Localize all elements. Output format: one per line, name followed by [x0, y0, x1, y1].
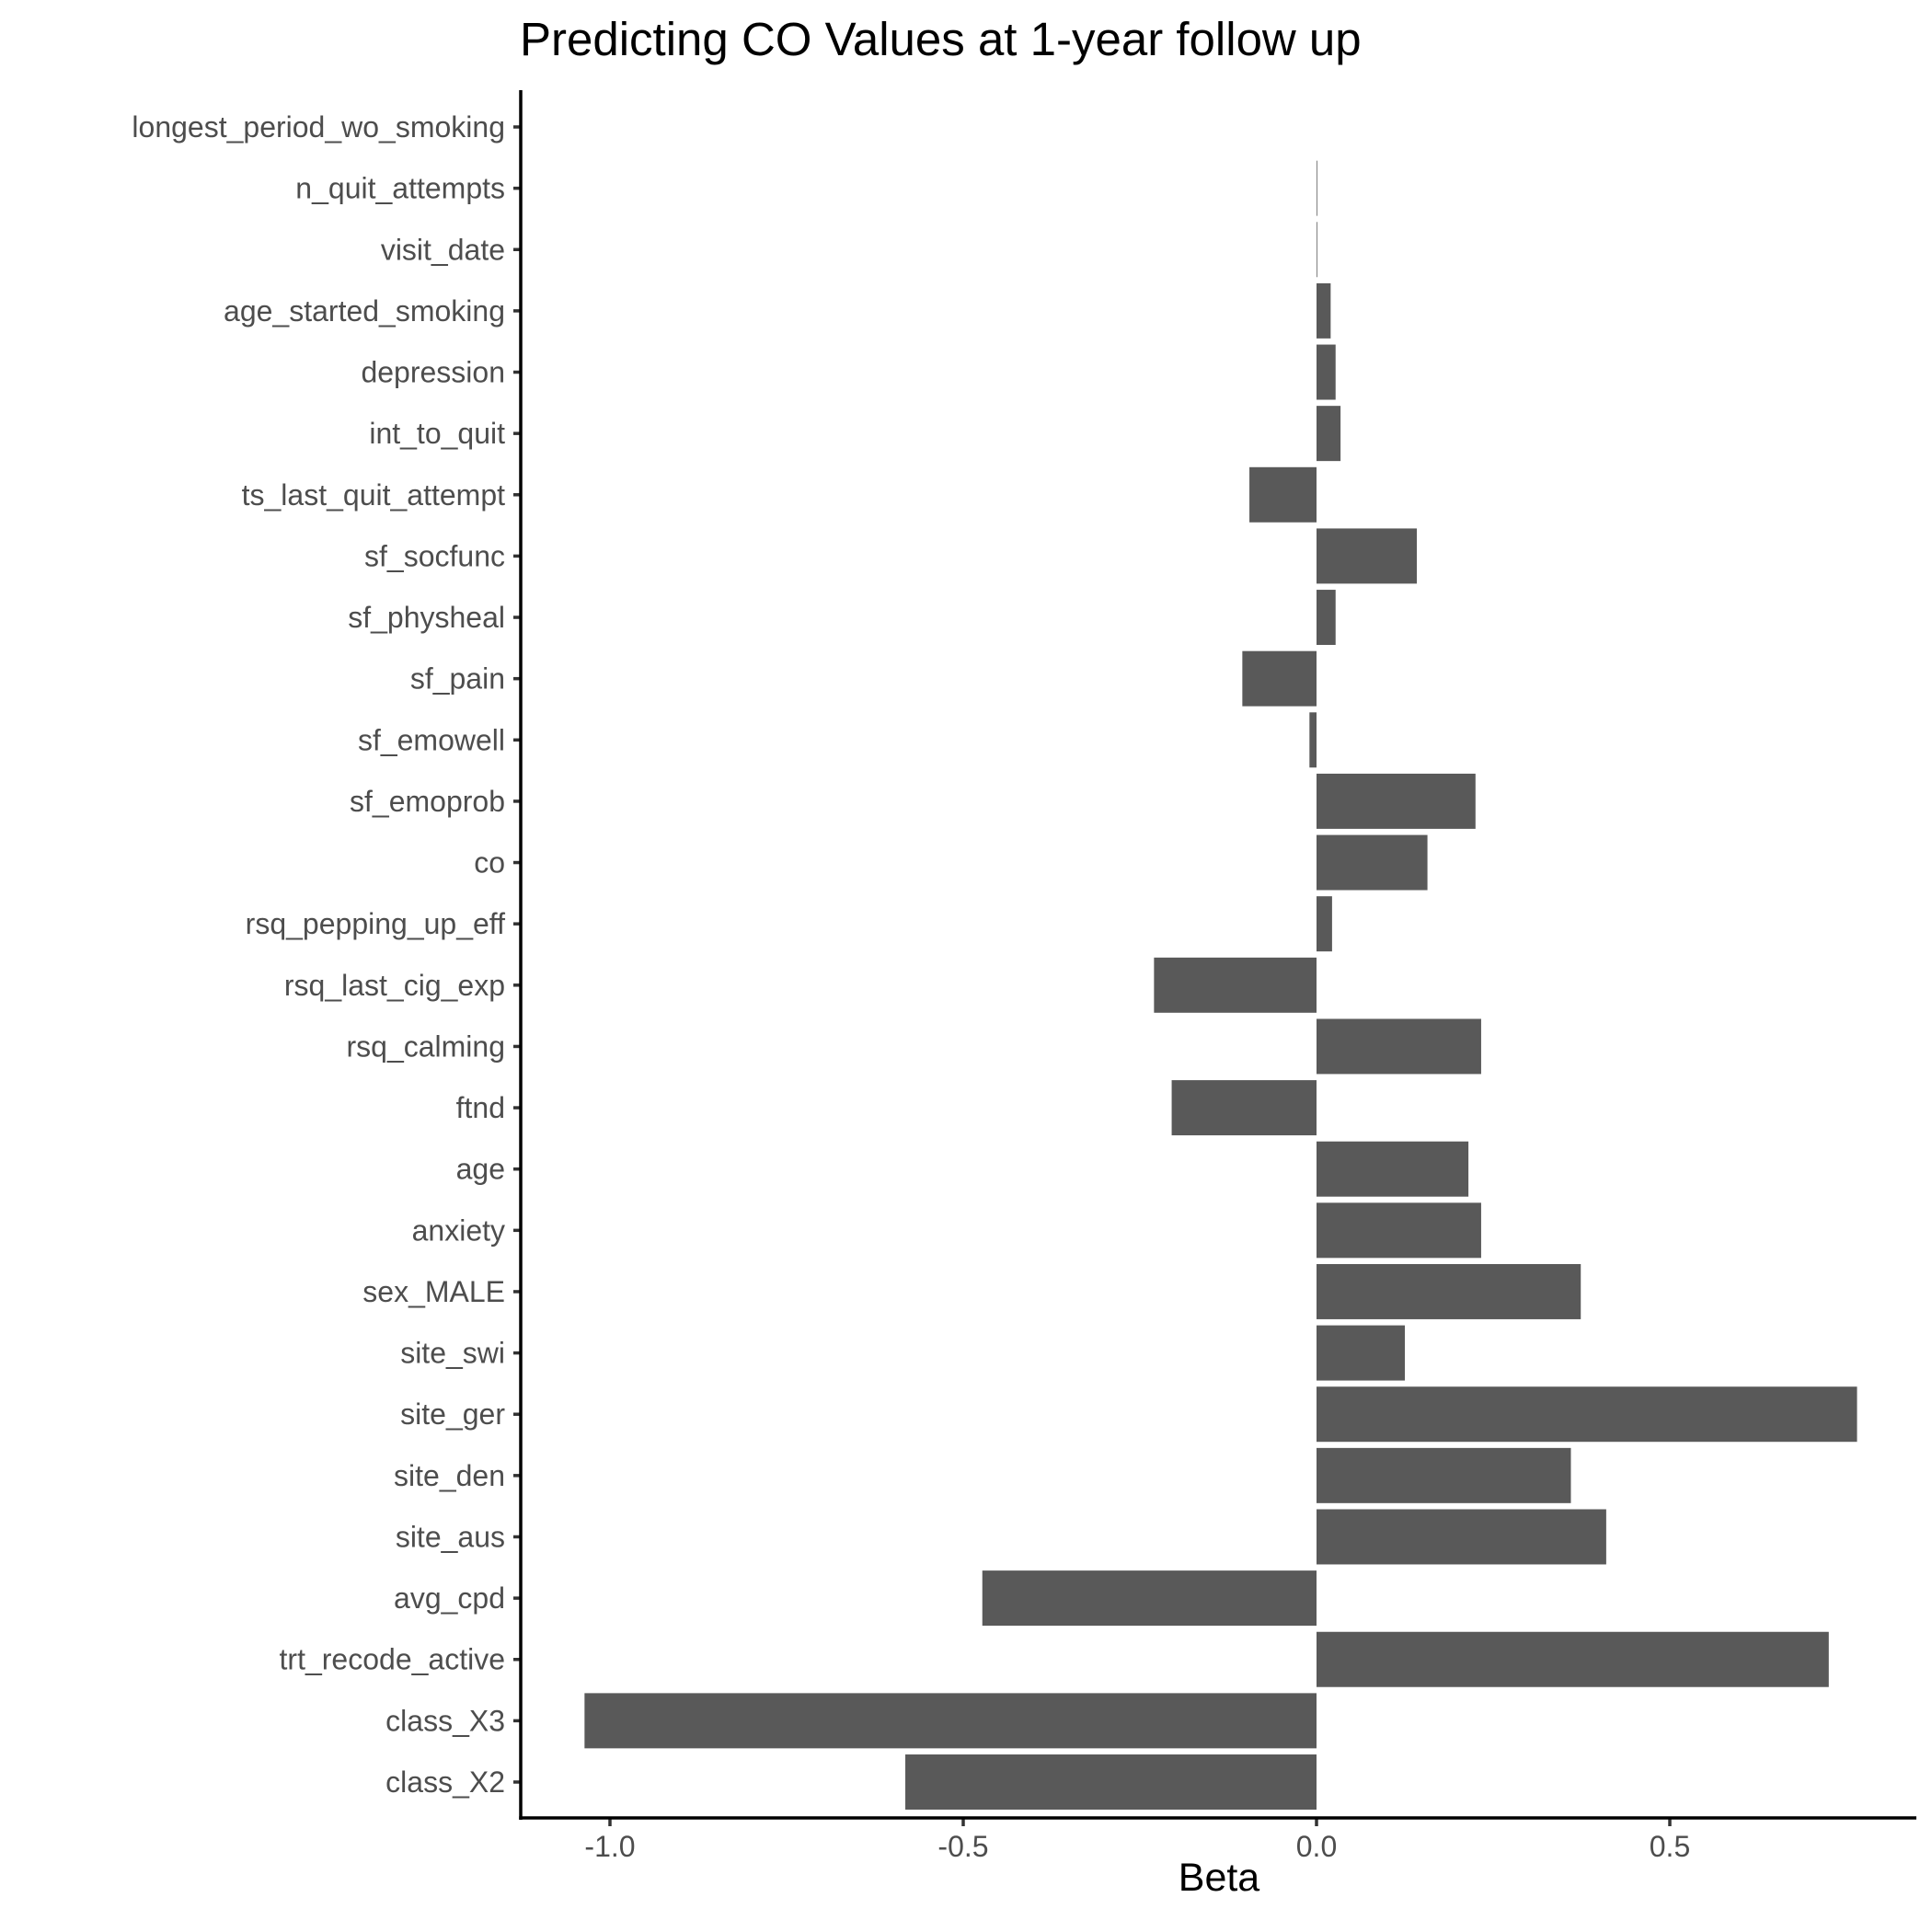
- y-label-sf_socfunc: sf_socfunc: [364, 539, 505, 572]
- y-label-n_quit_attempts: n_quit_attempts: [295, 172, 505, 205]
- bar-sf_socfunc: [1317, 528, 1418, 584]
- bar-sf_physheal: [1317, 590, 1336, 646]
- bar-co: [1317, 834, 1428, 891]
- bar-depression: [1317, 344, 1336, 400]
- bar-sf_emowell: [1309, 712, 1317, 768]
- bar-trt_recode_active: [1317, 1631, 1829, 1687]
- bar-anxiety: [1317, 1202, 1481, 1259]
- x-tick-label-0.0: 0.0: [1296, 1830, 1337, 1863]
- bar-class_X2: [905, 1754, 1317, 1810]
- y-label-site_swi: site_swi: [400, 1337, 505, 1370]
- y-label-site_ger: site_ger: [400, 1397, 505, 1431]
- x-tick-label--0.5: -0.5: [937, 1830, 988, 1863]
- y-label-age_started_smoking: age_started_smoking: [224, 294, 505, 328]
- x-axis-title: Beta: [1179, 1856, 1260, 1900]
- y-label-trt_recode_active: trt_recode_active: [280, 1643, 505, 1676]
- y-label-sf_emowell: sf_emowell: [358, 723, 505, 756]
- bar-sf_pain: [1242, 650, 1317, 707]
- y-label-rsq_last_cig_exp: rsq_last_cig_exp: [284, 969, 505, 1002]
- bar-site_den: [1317, 1447, 1571, 1503]
- bar-int_to_quit: [1317, 406, 1341, 462]
- y-label-longest_period_wo_smoking: longest_period_wo_smoking: [132, 110, 505, 144]
- y-label-depression: depression: [361, 356, 505, 389]
- y-label-sf_physheal: sf_physheal: [348, 601, 505, 634]
- y-label-int_to_quit: int_to_quit: [369, 417, 505, 450]
- y-label-age: age: [456, 1153, 505, 1186]
- bar-age_started_smoking: [1317, 282, 1331, 339]
- y-label-class_X2: class_X2: [385, 1765, 505, 1799]
- y-label-co: co: [474, 846, 505, 880]
- y-label-site_den: site_den: [394, 1459, 505, 1492]
- chart-title: Predicting CO Values at 1-year follow up: [520, 13, 1362, 65]
- bars-group: [584, 160, 1857, 1810]
- bar-sex_MALE: [1317, 1263, 1581, 1319]
- y-label-ftnd: ftnd: [456, 1091, 505, 1124]
- y-label-visit_date: visit_date: [381, 233, 505, 266]
- bar-site_ger: [1317, 1386, 1857, 1443]
- y-label-sf_pain: sf_pain: [410, 662, 505, 696]
- bar-ts_last_quit_attempt: [1249, 466, 1317, 523]
- x-tick-label--1.0: -1.0: [584, 1830, 635, 1863]
- bar-rsq_last_cig_exp: [1154, 957, 1317, 1013]
- bar-class_X3: [584, 1693, 1317, 1749]
- bar-rsq_calming: [1317, 1018, 1481, 1075]
- y-axis-labels: longest_period_wo_smoking n_quit_attempts…: [132, 110, 521, 1799]
- bar-age: [1317, 1141, 1469, 1197]
- bar-site_swi: [1317, 1325, 1405, 1381]
- bar-ftnd: [1171, 1080, 1317, 1136]
- bar-avg_cpd: [982, 1570, 1317, 1627]
- y-label-sf_emoprob: sf_emoprob: [350, 785, 505, 818]
- y-label-rsq_pepping_up_eff: rsq_pepping_up_eff: [246, 907, 505, 940]
- y-label-anxiety: anxiety: [412, 1213, 505, 1247]
- y-label-class_X3: class_X3: [385, 1704, 505, 1737]
- y-label-avg_cpd: avg_cpd: [394, 1581, 505, 1615]
- y-label-sex_MALE: sex_MALE: [362, 1275, 505, 1308]
- y-label-ts_last_quit_attempt: ts_last_quit_attempt: [242, 478, 506, 512]
- bar-site_aus: [1317, 1509, 1606, 1565]
- x-axis-ticks: -1.0 -0.5 0.0 0.5: [584, 1818, 1690, 1863]
- y-label-rsq_calming: rsq_calming: [346, 1029, 505, 1063]
- bar-rsq_pepping_up_eff: [1317, 896, 1332, 952]
- x-tick-label-0.5: 0.5: [1650, 1830, 1690, 1863]
- bar-sf_emoprob: [1317, 773, 1476, 829]
- y-label-site_aus: site_aus: [396, 1520, 505, 1553]
